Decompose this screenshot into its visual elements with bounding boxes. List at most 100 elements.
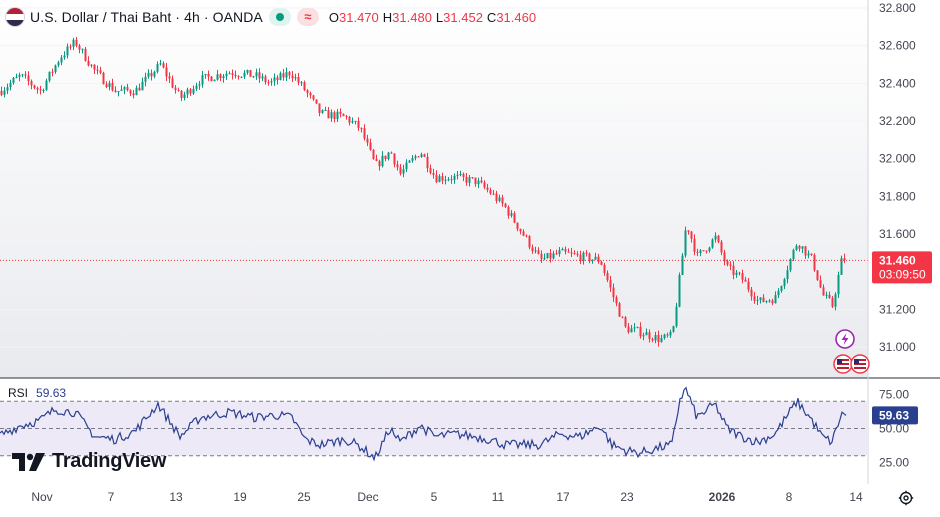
candle-body[interactable]: [117, 90, 120, 93]
candle-body[interactable]: [195, 85, 198, 89]
candle-body[interactable]: [102, 72, 105, 85]
candle-body[interactable]: [126, 87, 129, 91]
candle-body[interactable]: [516, 222, 519, 229]
candle-body[interactable]: [765, 300, 768, 302]
candle-body[interactable]: [546, 253, 549, 259]
candle-body[interactable]: [330, 112, 333, 119]
candle-body[interactable]: [147, 72, 150, 77]
candle-body[interactable]: [591, 259, 594, 262]
candle-body[interactable]: [636, 326, 639, 328]
candle-body[interactable]: [120, 89, 123, 91]
candle-body[interactable]: [72, 39, 75, 47]
candle-body[interactable]: [42, 89, 45, 91]
candle-body[interactable]: [627, 326, 630, 333]
candle-body[interactable]: [255, 72, 258, 77]
candle-body[interactable]: [315, 99, 318, 104]
candle-body[interactable]: [642, 335, 645, 337]
candle-body[interactable]: [459, 174, 462, 176]
candle-body[interactable]: [663, 334, 666, 339]
candle-body[interactable]: [594, 256, 597, 260]
candle-body[interactable]: [417, 156, 420, 158]
candle-body[interactable]: [801, 246, 804, 249]
symbol-header[interactable]: U.S. Dollar / Thai Baht · 4h · OANDA ≈ O…: [6, 6, 536, 28]
candle-body[interactable]: [285, 72, 288, 78]
candle-body[interactable]: [624, 317, 627, 327]
candle-body[interactable]: [84, 48, 87, 61]
candle-body[interactable]: [570, 252, 573, 254]
candle-body[interactable]: [276, 77, 279, 80]
candle-body[interactable]: [504, 203, 507, 207]
candle-body[interactable]: [291, 75, 294, 79]
candle-body[interactable]: [807, 253, 810, 256]
candle-body[interactable]: [357, 120, 360, 128]
candle-body[interactable]: [165, 67, 168, 77]
candle-body[interactable]: [825, 294, 828, 296]
candle-body[interactable]: [513, 213, 516, 223]
candle-body[interactable]: [669, 331, 672, 336]
candle-body[interactable]: [726, 261, 729, 265]
candle-body[interactable]: [762, 297, 765, 302]
candle-body[interactable]: [756, 299, 759, 301]
candle-body[interactable]: [456, 174, 459, 176]
candle-body[interactable]: [21, 74, 24, 76]
candle-body[interactable]: [780, 286, 783, 291]
candle-body[interactable]: [336, 111, 339, 120]
candle-body[interactable]: [138, 87, 141, 91]
candle-body[interactable]: [645, 332, 648, 336]
candle-body[interactable]: [438, 176, 441, 183]
candle-body[interactable]: [528, 236, 531, 248]
candle-body[interactable]: [63, 55, 66, 58]
candle-body[interactable]: [225, 73, 228, 77]
candle-body[interactable]: [471, 177, 474, 179]
candle-body[interactable]: [111, 82, 114, 91]
candle-body[interactable]: [474, 177, 477, 185]
candle-body[interactable]: [384, 155, 387, 159]
candle-body[interactable]: [405, 162, 408, 170]
candle-body[interactable]: [450, 179, 453, 181]
candle-body[interactable]: [441, 176, 444, 181]
candle-body[interactable]: [402, 169, 405, 174]
candle-body[interactable]: [390, 152, 393, 154]
gear-icon[interactable]: [896, 488, 916, 508]
candle-body[interactable]: [264, 76, 267, 83]
candle-body[interactable]: [786, 270, 789, 280]
candle-body[interactable]: [393, 153, 396, 165]
candle-body[interactable]: [267, 82, 270, 84]
candle-body[interactable]: [813, 254, 816, 271]
candle-body[interactable]: [243, 72, 246, 77]
candle-body[interactable]: [372, 149, 375, 160]
candle-body[interactable]: [348, 116, 351, 123]
candle-body[interactable]: [816, 270, 819, 281]
candle-body[interactable]: [723, 252, 726, 262]
candle-body[interactable]: [837, 274, 840, 295]
candle-body[interactable]: [201, 75, 204, 85]
candle-body[interactable]: [168, 76, 171, 79]
candle-body[interactable]: [240, 76, 243, 78]
candle-body[interactable]: [603, 264, 606, 273]
candle-body[interactable]: [339, 111, 342, 114]
candle-body[interactable]: [6, 87, 9, 91]
candle-body[interactable]: [18, 74, 21, 77]
candle-body[interactable]: [0, 90, 3, 95]
candle-body[interactable]: [288, 72, 291, 76]
candle-body[interactable]: [306, 90, 309, 94]
candle-body[interactable]: [831, 298, 834, 307]
candle-body[interactable]: [729, 264, 732, 266]
candle-body[interactable]: [429, 168, 432, 174]
candle-body[interactable]: [672, 326, 675, 332]
candle-body[interactable]: [717, 235, 720, 242]
candle-body[interactable]: [693, 238, 696, 252]
candle-body[interactable]: [129, 90, 132, 94]
candle-body[interactable]: [282, 73, 285, 78]
candle-body[interactable]: [432, 173, 435, 175]
candle-body[interactable]: [303, 82, 306, 91]
candle-body[interactable]: [186, 89, 189, 95]
candle-body[interactable]: [51, 71, 54, 73]
candle-body[interactable]: [447, 179, 450, 181]
candle-body[interactable]: [789, 258, 792, 271]
candle-body[interactable]: [360, 127, 363, 129]
candle-body[interactable]: [153, 71, 156, 77]
candle-body[interactable]: [507, 206, 510, 216]
candle-body[interactable]: [699, 250, 702, 253]
